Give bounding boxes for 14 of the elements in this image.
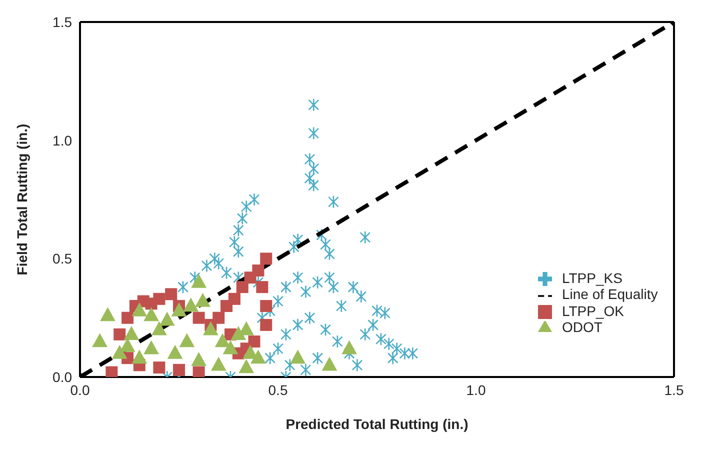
legend-label: Line of Equality bbox=[562, 286, 658, 302]
y-tick-label: 1.0 bbox=[52, 132, 72, 148]
legend-label: LTPP_OK bbox=[562, 302, 624, 319]
legend-label: LTPP_KS bbox=[562, 270, 622, 286]
x-tick-label: 1.5 bbox=[664, 382, 684, 398]
x-tick-label: 0.0 bbox=[70, 382, 90, 398]
y-tick-label: 0.0 bbox=[52, 368, 72, 385]
x-tick-label: 1.0 bbox=[466, 382, 486, 398]
x-tick-label: 0.5 bbox=[268, 382, 288, 398]
legend-label: ODOT bbox=[562, 318, 602, 335]
y-tick-label: 1.5 bbox=[52, 14, 72, 30]
y-axis-title: Field Total Rutting (in.) bbox=[14, 124, 30, 276]
x-axis-title: Predicted Total Rutting (in.) bbox=[286, 416, 468, 432]
y-tick-label: 0.5 bbox=[52, 250, 72, 267]
